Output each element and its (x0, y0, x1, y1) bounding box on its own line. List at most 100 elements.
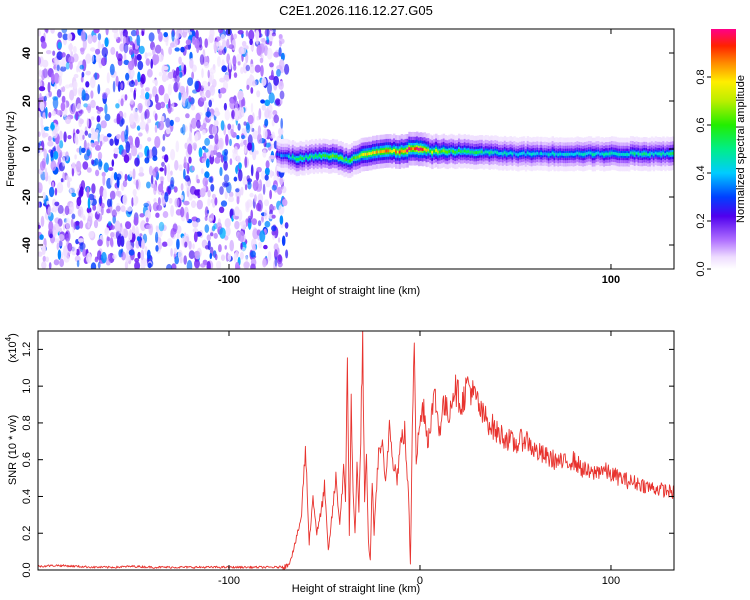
heatmap-noise-cell (194, 250, 201, 260)
heatmap-ytick-label: 0 (21, 146, 33, 152)
heatmap-noise-cell (205, 111, 212, 118)
heatmap-ridge-cell (549, 152, 553, 156)
heatmap-ridge-cell (400, 149, 404, 153)
heatmap-noise-cell (228, 196, 235, 203)
heatmap-noise-cell (258, 29, 262, 39)
heatmap-ridge-cell (620, 153, 623, 156)
heatmap-ridge-cell (393, 149, 396, 152)
heatmap-noise-cell (174, 256, 179, 265)
heatmap-ridge-cell (561, 152, 564, 156)
heatmap-noise-cell (129, 87, 134, 93)
heatmap-noise-cell (123, 42, 129, 54)
heatmap-noise-cell (196, 199, 203, 210)
heatmap-noise-cell (242, 62, 248, 74)
heatmap-noise-cell (271, 32, 276, 37)
heatmap-noise-cell (268, 92, 275, 104)
heatmap-ridge-cell (649, 153, 652, 156)
heatmap-noise-cell (278, 34, 283, 40)
heatmap-ridge-cell (519, 152, 522, 156)
heatmap-noise-cell (165, 36, 169, 47)
heatmap-noise-cell (97, 106, 104, 112)
heatmap-noise-cell (213, 119, 219, 127)
heatmap-ridge-cell (532, 152, 535, 156)
snr-xtick-label: 100 (602, 575, 620, 587)
heatmap-noise-cell (163, 31, 168, 38)
heatmap-noise-cell (158, 71, 163, 77)
heatmap-ridge-cell (463, 149, 467, 153)
heatmap-ridge-cell (471, 150, 474, 154)
heatmap-ridge-cell (574, 152, 577, 156)
heatmap-noise-cell (252, 243, 257, 252)
heatmap-noise-cell (247, 181, 252, 190)
heatmap-noise-cell (188, 250, 195, 260)
heatmap-noise-cell (258, 241, 263, 249)
heatmap-noise-cell (233, 64, 237, 71)
heatmap-noise-cell (223, 102, 227, 111)
heatmap-noise-cell (93, 29, 100, 34)
heatmap-ridge-cell (607, 152, 610, 156)
heatmap-noise-cell (124, 173, 128, 181)
heatmap-noise-cell (79, 64, 85, 70)
heatmap-ridge-cell (534, 152, 537, 156)
heatmap-noise-cell (146, 249, 151, 260)
heatmap-noise-cell (132, 195, 138, 206)
colorbar-gradient (711, 29, 736, 269)
heatmap-noise-cell (69, 202, 74, 214)
heatmap-noise-cell (150, 174, 154, 185)
heatmap-noise-cell (173, 247, 178, 255)
heatmap-ridge-cell (402, 150, 405, 153)
heatmap-noise-cell (178, 164, 183, 172)
heatmap-noise-cell (171, 263, 177, 269)
heatmap-noise-cell (92, 34, 97, 43)
heatmap-noise-cell (155, 102, 162, 110)
heatmap-noise-cell (41, 69, 46, 81)
heatmap-noise-cell (214, 133, 219, 145)
heatmap-noise-cell (205, 89, 211, 99)
heatmap-noise-cell (247, 134, 253, 146)
heatmap-noise-cell (60, 178, 64, 183)
heatmap-noise-cell (228, 191, 234, 198)
heatmap-noise-cell (62, 223, 66, 231)
heatmap-noise-cell (49, 233, 53, 239)
heatmap-noise-cell (224, 218, 231, 228)
heatmap-noise-cell (201, 168, 204, 175)
heatmap-ridge-cell (524, 153, 528, 157)
heatmap-noise-cell (185, 161, 189, 171)
heatmap-noise-cell (109, 225, 115, 230)
heatmap-noise-cell (253, 194, 257, 203)
heatmap-noise-cell (125, 72, 130, 81)
heatmap-noise-cell (269, 189, 272, 200)
heatmap-noise-cell (71, 167, 75, 177)
heatmap-noise-cell (207, 217, 213, 222)
snr-ylabel: SNR (10 * v/v) (7, 415, 19, 485)
heatmap-noise-cell (219, 166, 223, 177)
heatmap-noise-cell (239, 142, 244, 147)
heatmap-noise-cell (207, 190, 211, 198)
heatmap-noise-cell (101, 206, 104, 216)
heatmap-noise-cell (42, 191, 46, 200)
heatmap-noise-cell (139, 31, 142, 36)
heatmap-noise-cell (277, 186, 283, 195)
heatmap-noise-cell (117, 235, 122, 247)
heatmap-ridge-cell (662, 151, 665, 155)
heatmap-noise-cell (104, 103, 108, 115)
heatmap-noise-cell (38, 30, 41, 37)
heatmap-noise-cell (174, 197, 180, 208)
heatmap-noise-cell (147, 118, 152, 124)
heatmap-noise-cell (221, 65, 227, 73)
heatmap-noise-cell (111, 159, 115, 167)
heatmap-noise-cell (156, 204, 163, 211)
heatmap-noise-cell (97, 261, 101, 269)
heatmap-noise-cell (53, 150, 59, 160)
heatmap-noise-cell (115, 51, 119, 58)
heatmap-noise-cell (95, 54, 103, 63)
heatmap-noise-cell (256, 115, 260, 121)
heatmap-noise-cell (265, 160, 270, 169)
heatmap-noise-cell (136, 125, 141, 131)
heatmap-noise-cell (93, 219, 99, 229)
heatmap-noise-cell (155, 212, 160, 218)
heatmap-noise-cell (152, 79, 157, 84)
heatmap-ridge-cell (423, 147, 426, 151)
heatmap-noise-cell (120, 235, 125, 247)
heatmap-noise-cell (140, 88, 145, 97)
